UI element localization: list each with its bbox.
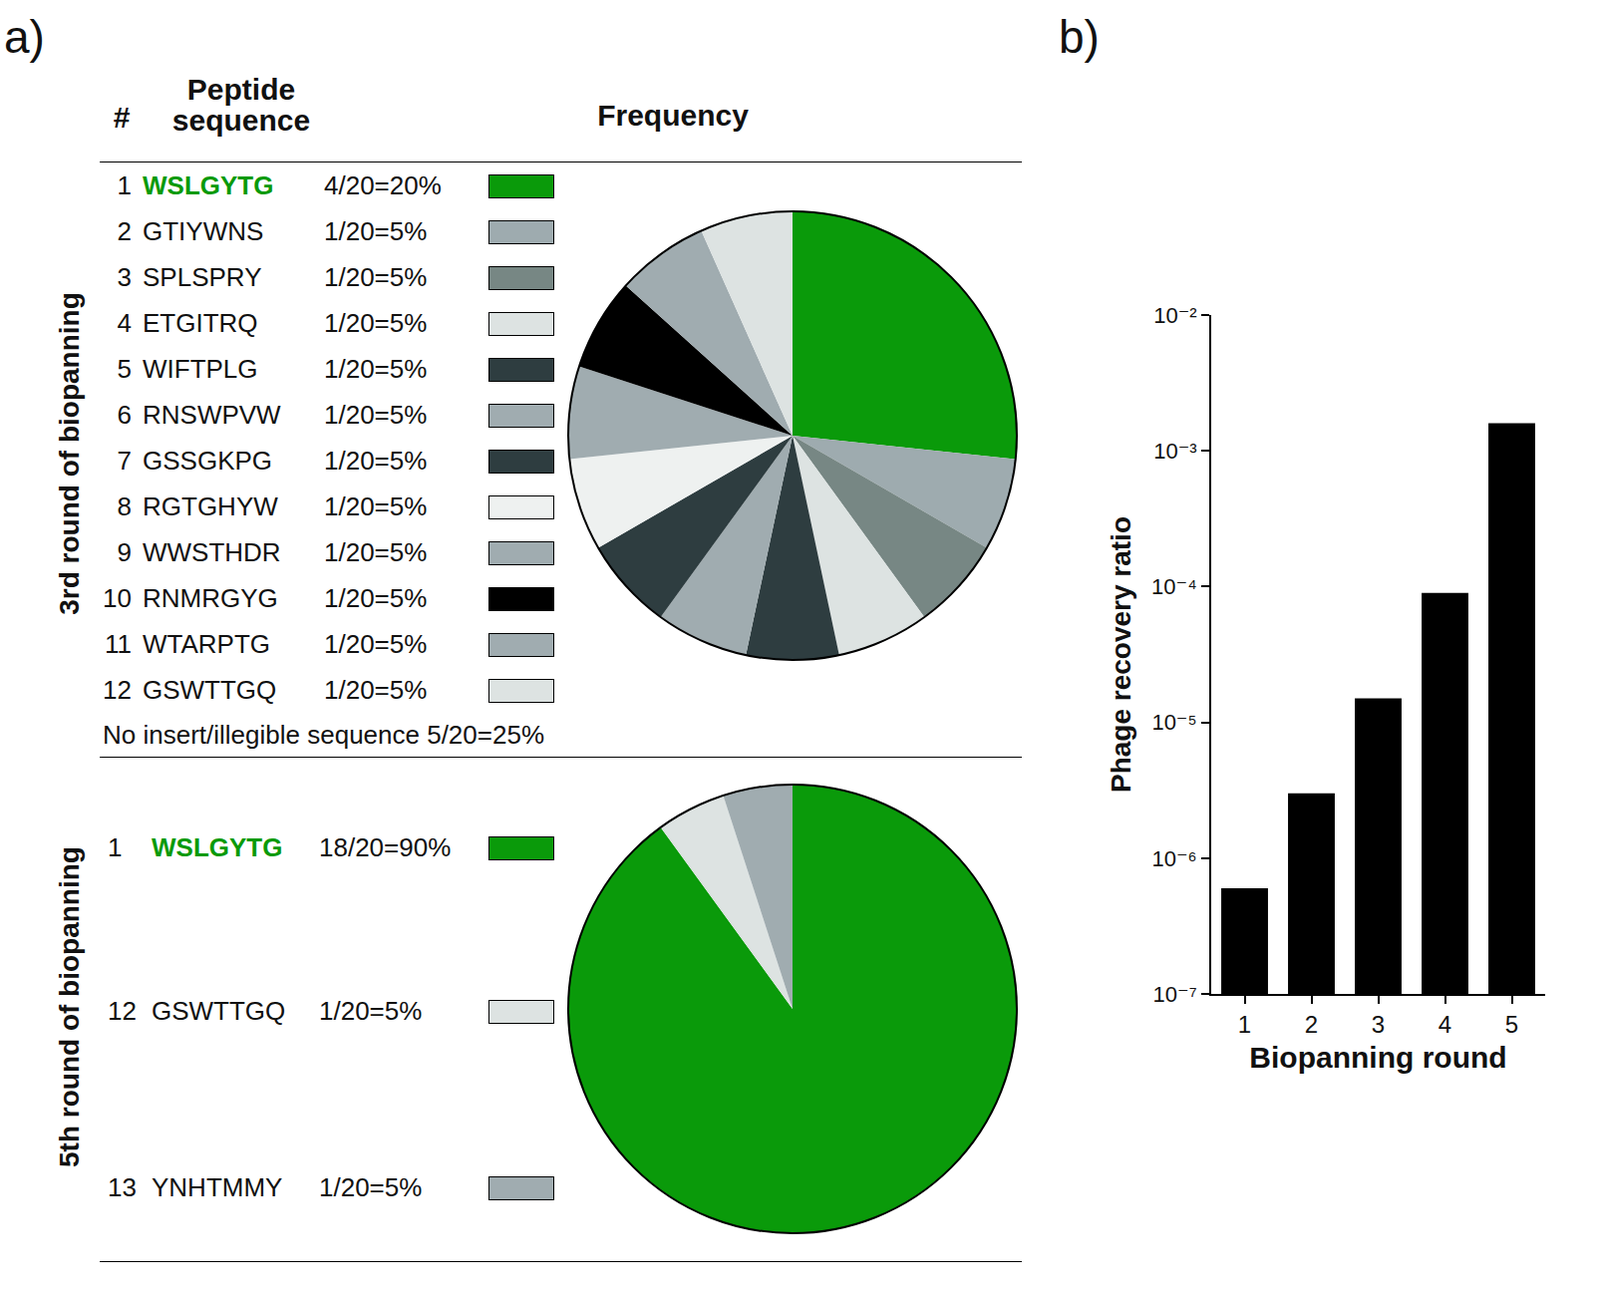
html-text:1/20=5%: 1/20=5%: [323, 537, 428, 568]
svg-text:Biopanning round: Biopanning round: [1249, 1040, 1507, 1074]
html-text:Peptide sequence: Peptide sequence: [172, 72, 311, 137]
html-text:3 SPLSPRY: 3 SPLSPRY: [117, 262, 262, 293]
html-text:13: 13: [107, 1172, 137, 1203]
svg-text:10⁻⁵: 10⁻⁵: [1151, 709, 1197, 735]
html-text:5th round of biopanning: 5th round of biopanning: [53, 846, 85, 1168]
html-text:3rd round of biopanning: 3rd round of biopanning: [53, 292, 85, 615]
html-text:1/20=5%: 1/20=5%: [323, 216, 428, 247]
svg-text:4: 4: [1438, 1010, 1452, 1038]
html-text:a): a): [3, 11, 45, 64]
html-text:12: 12: [107, 996, 137, 1027]
svg-text:2: 2: [1304, 1010, 1318, 1038]
html-text:6 RNSWPVW: 6 RNSWPVW: [117, 400, 281, 431]
html-text:1/20=5%: 1/20=5%: [319, 996, 423, 1027]
html-text:12 GSWTTGQ: 12 GSWTTGQ: [102, 675, 277, 706]
html-text:1 WSLGYTG: 1 WSLGYTG: [117, 170, 274, 201]
html-text:1/20=5%: 1/20=5%: [323, 400, 428, 431]
html-text:4 ETGITRQ: 4 ETGITRQ: [117, 308, 258, 339]
html-text:1/20=5%: 1/20=5%: [323, 491, 428, 522]
html-text:1/20=5%: 1/20=5%: [323, 446, 428, 476]
svg-text:Phage recovery ratio: Phage recovery ratio: [1105, 516, 1137, 793]
html-text:1/20=5%: 1/20=5%: [323, 583, 428, 614]
svg-text:1: 1: [1238, 1010, 1252, 1038]
html-text:8 RGTGHYW: 8 RGTGHYW: [117, 491, 278, 522]
svg-text:10⁻⁶: 10⁻⁶: [1151, 846, 1197, 872]
svg-text:5: 5: [1505, 1010, 1519, 1038]
html-text:18/20=90%: 18/20=90%: [319, 832, 451, 863]
html-text:1/20=5%: 1/20=5%: [323, 354, 428, 385]
html-text:10 RNMRGYG: 10 RNMRGYG: [102, 583, 278, 614]
html-text:b): b): [1058, 11, 1100, 64]
html-text:11 WTARPTG: 11 WTARPTG: [104, 629, 271, 660]
svg-text:3: 3: [1371, 1010, 1385, 1038]
html-text:YNHTMMY: YNHTMMY: [151, 1172, 283, 1203]
html-text:1: 1: [107, 832, 123, 863]
html-text:9 WWSTHDR: 9 WWSTHDR: [117, 537, 281, 568]
html-text:1/20=5%: 1/20=5%: [319, 1172, 423, 1203]
svg-text:10⁻²: 10⁻²: [1153, 303, 1197, 328]
html-text:1/20=5%: 1/20=5%: [323, 308, 428, 339]
html-text:5 WIFTPLG: 5 WIFTPLG: [117, 354, 258, 385]
html-text:2 GTIYWNS: 2 GTIYWNS: [117, 216, 264, 247]
html-text:No insert/illegible sequence 5: No insert/illegible sequence 5/20=25%: [102, 720, 545, 751]
html-text:WSLGYTG: WSLGYTG: [151, 832, 283, 863]
svg-text:10⁻⁴: 10⁻⁴: [1151, 574, 1198, 600]
html-text:1/20=5%: 1/20=5%: [323, 675, 428, 706]
svg-text:10⁻⁷: 10⁻⁷: [1153, 981, 1198, 1007]
html-text:1/20=5%: 1/20=5%: [323, 262, 428, 293]
html-text:GSWTTGQ: GSWTTGQ: [151, 996, 286, 1027]
svg-text:10⁻³: 10⁻³: [1153, 438, 1197, 464]
html-text:7 GSSGKPG: 7 GSSGKPG: [117, 446, 273, 476]
html-text:4/20=20%: 4/20=20%: [323, 170, 442, 201]
html-text:Frequency: Frequency: [597, 98, 749, 132]
html-text:1/20=5%: 1/20=5%: [323, 629, 428, 660]
